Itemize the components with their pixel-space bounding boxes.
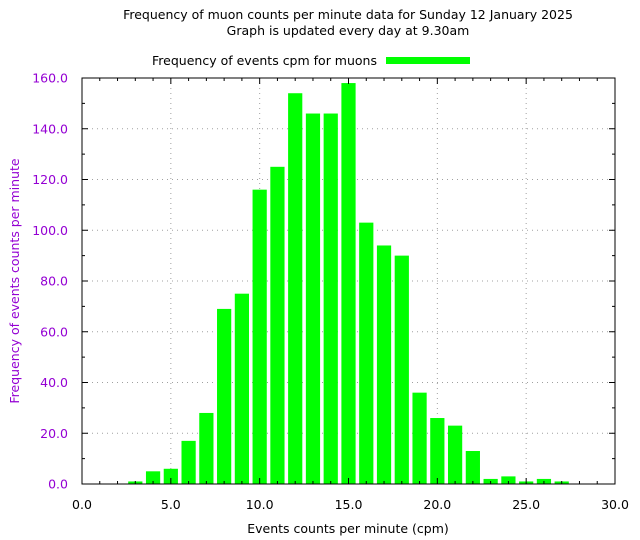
x-tick-label: 0.0: [72, 497, 92, 512]
x-tick-label: 5.0: [161, 497, 181, 512]
bar: [163, 468, 178, 484]
y-tick-label: 120.0: [32, 172, 68, 187]
x-tick-label: 25.0: [512, 497, 540, 512]
bar: [145, 471, 161, 484]
y-tick-label: 40.0: [40, 375, 68, 390]
bar: [217, 308, 232, 484]
y-tick-label: 60.0: [40, 324, 68, 339]
y-tick-label: 140.0: [32, 121, 68, 136]
bar: [394, 255, 409, 484]
x-axis-label: Events counts per minute (cpm): [247, 521, 449, 536]
bar: [234, 293, 250, 484]
legend-swatch: [386, 57, 470, 64]
x-tick-labels: 0.0 5.0 10.0 15.0 20.0 25.0 30.0: [72, 497, 629, 512]
bar: [376, 245, 392, 484]
bar: [288, 93, 303, 484]
x-tick-label: 10.0: [246, 497, 274, 512]
legend-label: Frequency of events cpm for muons: [152, 53, 377, 68]
x-tick-label: 30.0: [601, 497, 629, 512]
y-tick-label: 100.0: [32, 223, 68, 238]
y-tick-label: 80.0: [40, 274, 68, 289]
bar: [447, 425, 463, 484]
bar: [341, 83, 356, 484]
chart-subtitle: Graph is updated every day at 9.30am: [227, 23, 470, 38]
y-tick-label: 0.0: [48, 477, 68, 492]
ticks: [81, 77, 616, 485]
chart-title: Frequency of muon counts per minute data…: [123, 7, 573, 22]
y-axis-label: Frequency of events counts per minute: [7, 158, 22, 404]
bar: [252, 189, 267, 484]
bar: [501, 476, 516, 484]
bar: [181, 440, 196, 484]
bar: [465, 451, 480, 484]
bar: [430, 418, 445, 484]
y-tick-label: 160.0: [32, 71, 68, 86]
bar: [270, 166, 285, 484]
bar: [412, 392, 427, 484]
bar: [323, 113, 338, 485]
bar: [199, 412, 214, 484]
y-tick-label: 20.0: [40, 426, 68, 441]
bar: [305, 113, 321, 485]
bars: [128, 83, 569, 485]
x-tick-label: 15.0: [335, 497, 363, 512]
x-tick-label: 20.0: [423, 497, 451, 512]
y-tick-labels: 0.0 20.0 40.0 60.0 80.0 100.0 120.0 140.0 160.0: [32, 71, 68, 492]
legend: Frequency of events cpm for muons: [152, 53, 470, 68]
bar: [359, 222, 374, 484]
